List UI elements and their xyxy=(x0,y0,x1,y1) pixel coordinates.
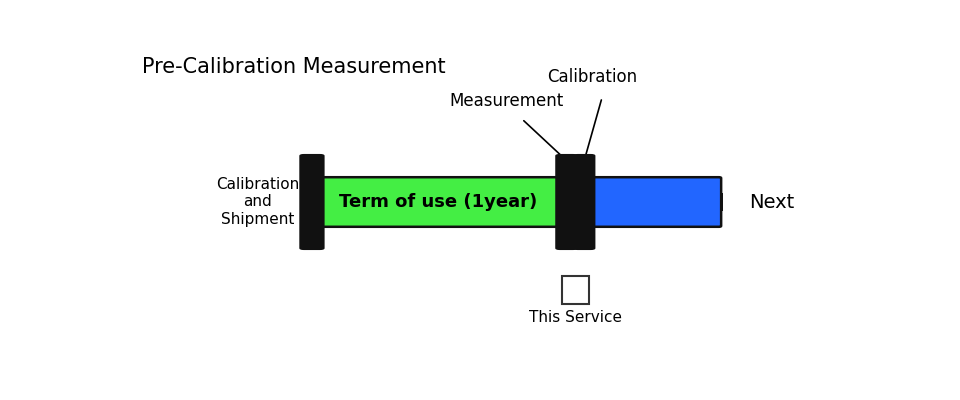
FancyBboxPatch shape xyxy=(307,177,568,227)
FancyBboxPatch shape xyxy=(573,154,595,250)
Bar xyxy=(571,178,580,226)
Text: Measurement: Measurement xyxy=(449,92,564,110)
FancyBboxPatch shape xyxy=(300,154,324,250)
FancyBboxPatch shape xyxy=(555,154,578,250)
Text: Calibration: Calibration xyxy=(547,68,637,86)
Bar xyxy=(310,193,723,211)
Bar xyxy=(562,276,588,304)
Text: Calibration
and
Shipment: Calibration and Shipment xyxy=(216,177,300,227)
Text: Term of use (1year): Term of use (1year) xyxy=(339,193,538,211)
Text: Pre-Calibration Measurement: Pre-Calibration Measurement xyxy=(142,57,446,77)
Text: This Service: This Service xyxy=(529,310,622,325)
FancyBboxPatch shape xyxy=(579,177,721,227)
Text: Next: Next xyxy=(749,192,794,212)
